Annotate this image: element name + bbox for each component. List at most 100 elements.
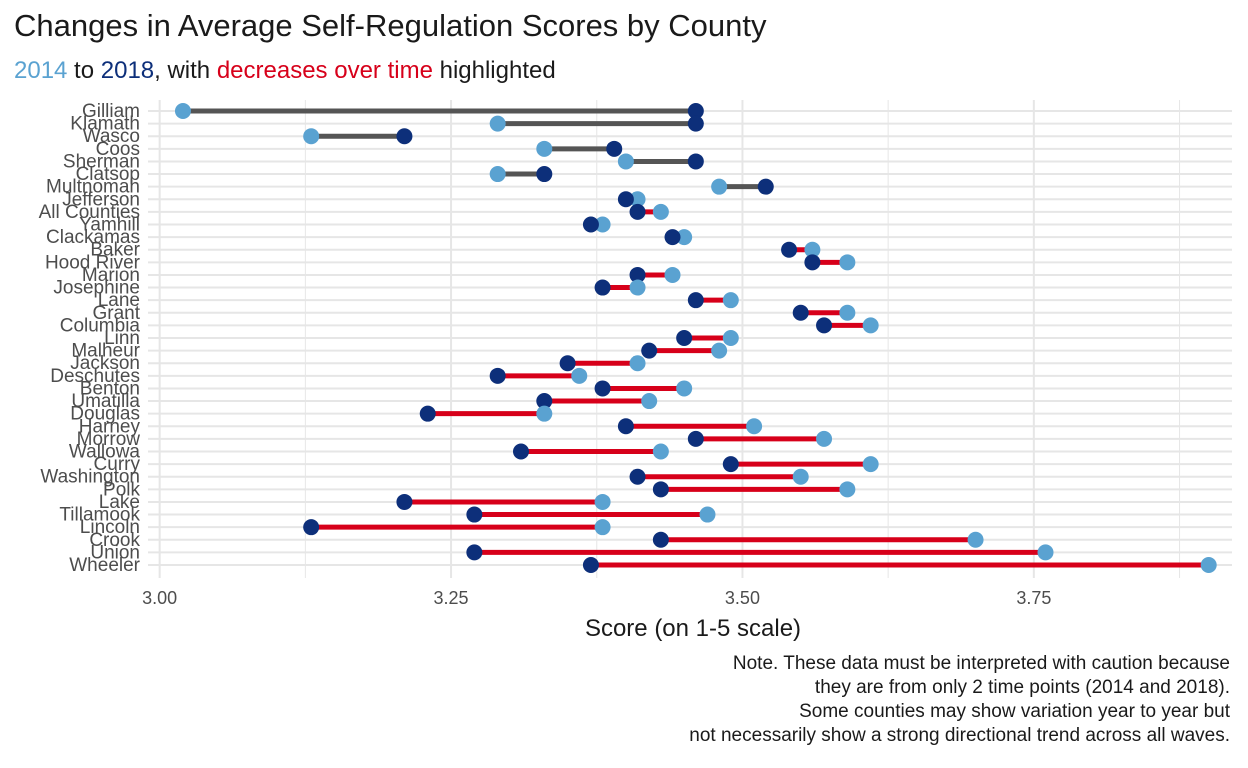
point-2018 <box>816 317 833 334</box>
point-2014 <box>594 519 611 536</box>
point-2018 <box>536 393 553 410</box>
y-tick-label: Wasco <box>83 126 140 147</box>
y-tick-label: Grant <box>92 303 140 324</box>
point-2014 <box>652 203 669 220</box>
point-2014 <box>594 216 611 233</box>
point-2014 <box>816 430 833 447</box>
y-tick-label: Curry <box>94 454 141 475</box>
y-tick-label: Lincoln <box>80 517 140 538</box>
y-tick-label: Lane <box>98 290 140 311</box>
point-2014 <box>489 166 506 183</box>
point-2014 <box>862 317 879 334</box>
y-tick-label: Jefferson <box>62 189 140 210</box>
chart-title: Changes in Average Self-Regulation Score… <box>14 8 767 43</box>
point-2018 <box>396 128 413 145</box>
point-2014 <box>652 443 669 460</box>
point-2014 <box>641 393 658 410</box>
y-tick-label: Lake <box>99 492 140 513</box>
point-2018 <box>687 153 704 170</box>
y-tick-label: Polk <box>103 479 140 500</box>
point-2014 <box>571 367 588 384</box>
caption-line: Some counties may show variation year to… <box>799 701 1230 722</box>
y-tick-label: Clatsop <box>76 164 140 185</box>
point-2018 <box>512 443 529 460</box>
point-2014 <box>617 153 634 170</box>
y-tick-label: Marion <box>82 265 140 286</box>
x-tick-label: 3.75 <box>1016 588 1051 608</box>
point-2018 <box>582 557 599 573</box>
point-2018 <box>676 330 693 346</box>
point-2014 <box>1037 544 1054 561</box>
point-2014 <box>792 468 809 485</box>
point-layer <box>174 103 1217 573</box>
point-2018 <box>652 531 669 548</box>
point-2014 <box>839 304 856 321</box>
y-tick-label: All Counties <box>39 202 140 223</box>
point-2018 <box>617 418 634 435</box>
y-tick-label: Wallowa <box>69 442 141 463</box>
y-tick-label: Umatilla <box>71 391 140 412</box>
point-2018 <box>303 519 320 536</box>
point-2018 <box>489 367 506 384</box>
point-2014 <box>676 380 693 397</box>
point-2014 <box>174 103 191 119</box>
y-tick-label: Klamath <box>70 114 140 135</box>
y-tick-label: Deschutes <box>50 366 140 387</box>
point-2014 <box>536 140 553 157</box>
point-2018 <box>757 178 774 195</box>
y-tick-label: Baker <box>90 240 140 261</box>
caption-line: not necessarily show a strong directiona… <box>689 725 1230 746</box>
caption: Note. These data must be interpreted wit… <box>689 652 1230 748</box>
point-2018 <box>781 241 798 258</box>
y-tick-label: Harney <box>79 416 141 437</box>
point-2018 <box>687 292 704 309</box>
point-2014 <box>722 330 739 346</box>
subtitle-year-end: 2018 <box>100 57 155 84</box>
point-2014 <box>839 254 856 271</box>
point-2014 <box>629 279 646 296</box>
point-2018 <box>419 405 436 422</box>
x-axis-title: Score (on 1-5 scale) <box>585 615 801 642</box>
y-tick-label: Coos <box>96 139 140 160</box>
x-tick-label: 3.25 <box>434 588 469 608</box>
y-tick-label: Malheur <box>71 341 140 362</box>
subtitle-to: to <box>67 57 101 84</box>
y-tick-label: Gilliam <box>82 101 140 122</box>
y-tick-label: Hood River <box>45 252 141 273</box>
point-2018 <box>641 342 658 359</box>
y-tick-label: Douglas <box>70 404 140 425</box>
y-tick-label: Multnomah <box>46 177 140 198</box>
point-2014 <box>489 115 506 132</box>
y-tick-label: Wheeler <box>69 555 140 576</box>
point-2018 <box>582 216 599 233</box>
caption-line: they are from only 2 time points (2014 a… <box>814 677 1230 698</box>
y-tick-label: Yamhill <box>79 215 140 236</box>
y-tick-label: Josephine <box>53 278 140 299</box>
point-2014 <box>711 178 728 195</box>
point-2018 <box>594 380 611 397</box>
y-tick-label: Crook <box>89 530 140 551</box>
y-tick-label: Clackamas <box>46 227 140 248</box>
x-tick-label: 3.00 <box>142 588 177 608</box>
point-2014 <box>629 355 646 372</box>
point-2014 <box>711 342 728 359</box>
point-2014 <box>594 493 611 510</box>
y-tick-label: Tillamook <box>59 505 140 526</box>
chart-subtitle: 2014 to 2018, with decreases over time h… <box>14 57 556 85</box>
point-2014 <box>746 418 763 435</box>
point-2014 <box>862 456 879 473</box>
point-2018 <box>629 468 646 485</box>
point-2018 <box>629 266 646 283</box>
point-2014 <box>536 405 553 422</box>
point-2014 <box>699 506 716 523</box>
point-2018 <box>687 115 704 132</box>
point-2014 <box>804 241 821 258</box>
point-2018 <box>629 203 646 220</box>
y-tick-label: Morrow <box>77 429 141 450</box>
point-2014 <box>1200 557 1217 573</box>
point-2018 <box>594 279 611 296</box>
point-2018 <box>687 430 704 447</box>
point-2014 <box>664 266 681 283</box>
point-2018 <box>652 481 669 498</box>
subtitle-with: , with <box>154 57 217 84</box>
